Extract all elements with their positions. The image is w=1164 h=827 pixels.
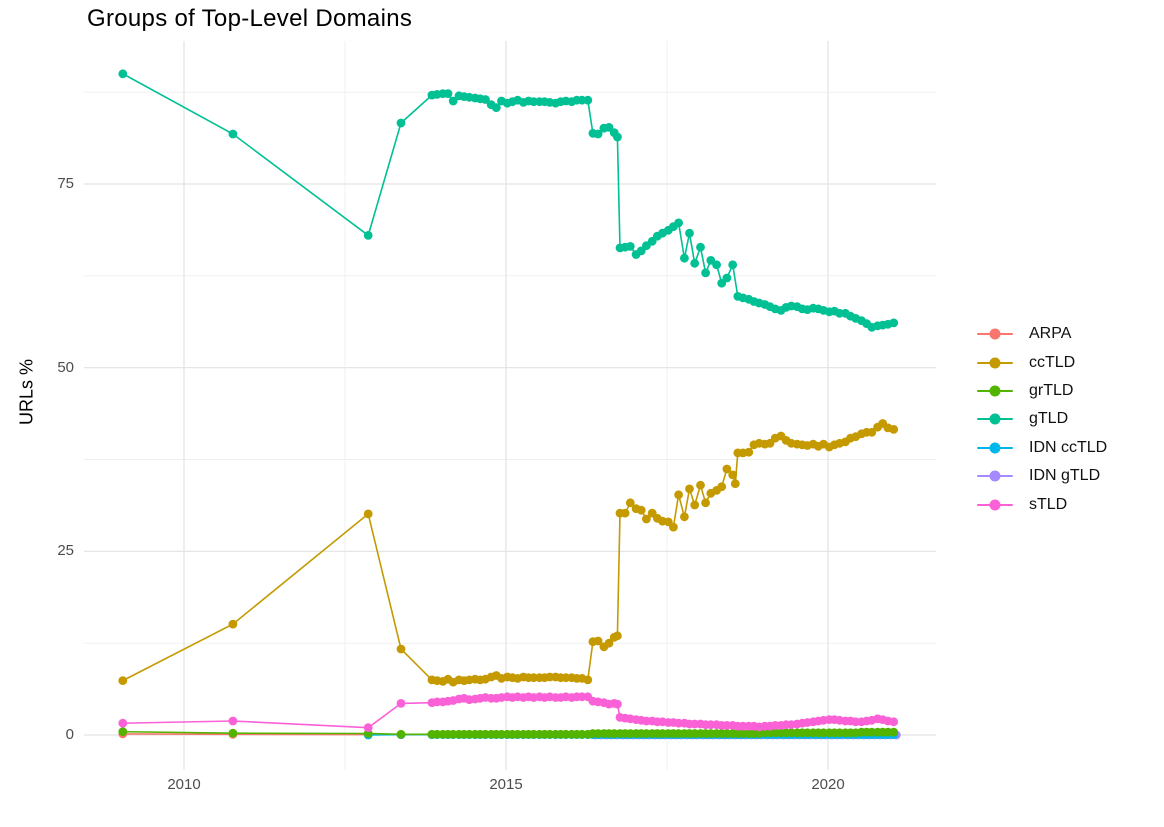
legend-label: ccTLD	[1029, 353, 1076, 371]
data-point	[396, 729, 406, 739]
data-point	[717, 482, 727, 492]
legend-item-gtld: gTLD	[977, 405, 1107, 433]
legend-label: grTLD	[1029, 381, 1074, 399]
legend-label: ARPA	[1029, 325, 1072, 343]
data-point	[118, 718, 128, 728]
series-gtld	[118, 69, 899, 332]
data-point	[889, 727, 899, 737]
series-line	[122, 73, 894, 329]
data-point	[363, 509, 373, 519]
legend-key-icon	[977, 498, 1013, 511]
data-point	[396, 118, 406, 128]
data-point	[730, 479, 740, 489]
data-point	[448, 96, 458, 106]
data-point	[728, 260, 738, 270]
legend-key-icon	[977, 328, 1013, 341]
data-point	[669, 522, 678, 532]
data-point	[118, 727, 128, 737]
x-tick-label: 2015	[489, 776, 523, 793]
data-point	[680, 512, 689, 522]
legend-item-grtld: grTLD	[977, 377, 1107, 405]
data-point	[696, 242, 705, 252]
data-point	[712, 260, 721, 270]
data-point	[625, 498, 635, 508]
data-point	[118, 676, 128, 685]
data-point	[696, 480, 705, 490]
data-point	[889, 425, 899, 434]
data-point	[701, 498, 710, 508]
data-point	[583, 95, 593, 105]
data-point	[744, 447, 754, 457]
data-point	[674, 218, 683, 228]
chart-title: Groups of Top-Level Domains	[87, 5, 413, 32]
data-point	[613, 631, 622, 641]
data-point	[701, 268, 710, 278]
data-point	[620, 508, 630, 518]
data-point	[363, 723, 373, 733]
legend-item-idn-cctld: IDN ccTLD	[977, 434, 1107, 462]
data-point	[228, 129, 238, 139]
legend-label: gTLD	[1029, 410, 1069, 428]
data-point	[593, 636, 603, 646]
x-tick-label: 2010	[167, 776, 201, 793]
data-point	[593, 129, 603, 139]
data-point	[396, 699, 406, 708]
data-point	[363, 231, 373, 240]
x-tick-label: 2020	[811, 776, 845, 793]
data-point	[118, 69, 128, 79]
data-point	[642, 514, 651, 524]
data-point	[583, 675, 593, 685]
legend-key-icon	[977, 413, 1013, 426]
series-cctld	[118, 419, 899, 687]
legend-key-icon	[977, 441, 1013, 454]
series-grtld	[118, 727, 899, 739]
data-point	[722, 273, 732, 283]
data-point	[685, 484, 694, 494]
data-point	[889, 318, 899, 328]
data-point	[690, 258, 700, 268]
data-point	[396, 644, 406, 654]
y-tick-label: 25	[57, 542, 74, 560]
data-point	[613, 132, 622, 142]
legend-key-icon	[977, 356, 1013, 369]
data-point	[228, 716, 238, 726]
y-tick-label: 75	[57, 174, 74, 192]
data-point	[491, 103, 501, 112]
data-point	[722, 464, 732, 474]
data-point	[685, 228, 694, 238]
legend-key-icon	[977, 384, 1013, 397]
legend-label: sTLD	[1029, 495, 1068, 513]
legend-item-arpa: ARPA	[977, 320, 1107, 348]
legend-item-idn-gtld: IDN gTLD	[977, 462, 1107, 490]
legend: ARPA ccTLD grTLD gTLD IDN ccTLD IDN gTLD sTLD	[977, 320, 1107, 519]
data-point	[674, 490, 683, 500]
data-point	[443, 89, 453, 98]
data-point	[889, 717, 899, 727]
legend-key-icon	[977, 470, 1013, 483]
data-point	[604, 638, 614, 648]
legend-label: IDN ccTLD	[1029, 438, 1108, 456]
y-tick-label: 50	[57, 358, 74, 376]
legend-item-stld: sTLD	[977, 490, 1107, 518]
data-point	[636, 505, 646, 515]
data-point	[228, 728, 238, 738]
legend-item-cctld: ccTLD	[977, 348, 1107, 376]
series-stld	[118, 692, 899, 733]
data-point	[481, 95, 490, 104]
legend-label: IDN gTLD	[1029, 467, 1101, 485]
data-point	[728, 470, 738, 480]
data-point	[867, 427, 877, 437]
y-tick-label: 0	[65, 726, 74, 743]
data-point	[228, 619, 238, 629]
data-point	[680, 253, 689, 263]
data-point	[613, 699, 622, 709]
data-point	[690, 500, 700, 510]
data-point	[625, 242, 635, 251]
